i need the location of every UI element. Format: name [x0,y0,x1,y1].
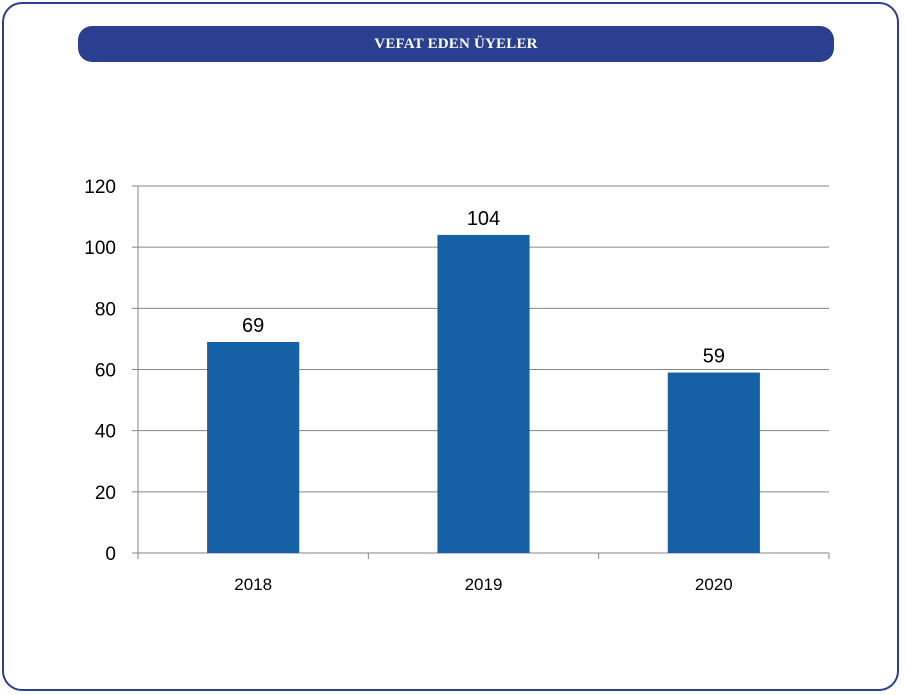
y-tick-label: 20 [95,483,116,504]
y-tick-label: 100 [84,238,116,259]
x-tick-label: 2020 [695,575,733,594]
y-tick-label: 0 [105,544,116,565]
x-tick-label: 2018 [234,575,272,594]
bar-2018 [207,341,300,553]
y-tick-label: 120 [84,177,116,198]
x-tick-label: 2019 [465,575,503,594]
data-label-2019: 104 [467,208,500,230]
y-tick-label: 60 [95,361,116,382]
data-label-2018: 69 [242,315,264,337]
y-tick-label: 80 [95,299,116,320]
chart-title: VEFAT EDEN ÜYELER [374,35,538,52]
bar-2019 [437,234,530,553]
bar-2020 [667,372,760,553]
y-tick-label: 40 [95,422,116,443]
data-label-2020: 59 [703,346,725,368]
title-banner: VEFAT EDEN ÜYELER [78,26,834,62]
